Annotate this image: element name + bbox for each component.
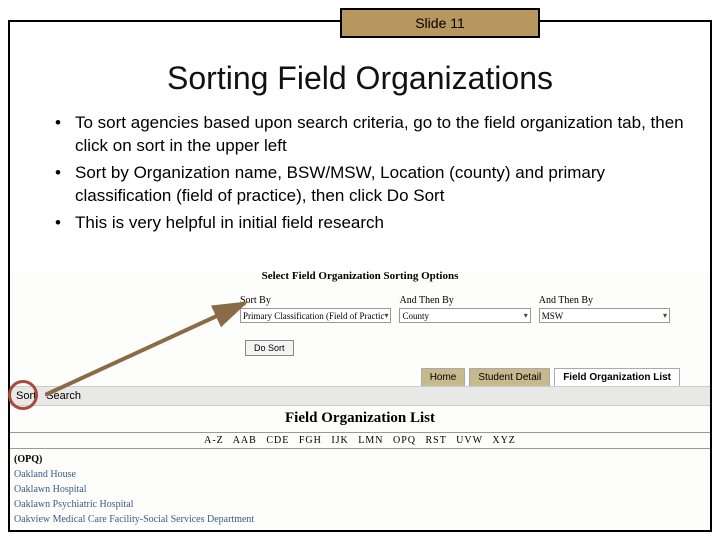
- org-group-label: (OPQ): [14, 452, 706, 467]
- embedded-screenshot: Select Field Organization Sorting Option…: [10, 270, 710, 530]
- tab-student-detail[interactable]: Student Detail: [469, 368, 550, 386]
- sort-panel-heading: Select Field Organization Sorting Option…: [10, 270, 710, 282]
- slide-number-box: Slide 11: [340, 8, 540, 38]
- sort-label-2: And Then By: [399, 295, 530, 306]
- sort-select-value: County: [402, 311, 429, 321]
- sort-controls-row: Sort By Primary Classification (Field of…: [240, 295, 670, 323]
- bullet-item: Sort by Organization name, BSW/MSW, Loca…: [55, 162, 695, 208]
- slide-number-text: Slide 11: [415, 15, 465, 31]
- slide-title: Sorting Field Organizations: [0, 60, 720, 97]
- sort-column-3: And Then By MSW: [539, 295, 670, 323]
- tab-field-org-list[interactable]: Field Organization List: [554, 368, 680, 386]
- org-link[interactable]: Oaklawn Psychiatric Hospital: [14, 497, 706, 512]
- bullet-item: This is very helpful in initial field re…: [55, 212, 695, 235]
- tab-bar: Home Student Detail Field Organization L…: [421, 368, 680, 386]
- org-link[interactable]: Oakland House: [14, 467, 706, 482]
- bullet-item: To sort agencies based upon search crite…: [55, 112, 695, 158]
- alpha-group-bar[interactable]: A-Z AAB CDE FGH IJK LMN OPQ RST UVW XYZ: [10, 432, 710, 449]
- sort-label-3: And Then By: [539, 295, 670, 306]
- sort-select-tertiary[interactable]: MSW: [539, 308, 670, 323]
- organization-list: (OPQ) Oakland House Oaklawn Hospital Oak…: [14, 452, 706, 527]
- tab-home[interactable]: Home: [421, 368, 466, 386]
- sort-select-value: MSW: [542, 311, 564, 321]
- list-heading: Field Organization List: [10, 410, 710, 427]
- sort-column-2: And Then By County: [399, 295, 530, 323]
- org-link[interactable]: Oakview Medical Care Facility-Social Ser…: [14, 512, 706, 527]
- org-link[interactable]: Oaklawn Hospital: [14, 482, 706, 497]
- pointer-arrow: [45, 295, 285, 400]
- sort-select-secondary[interactable]: County: [399, 308, 530, 323]
- highlight-circle: [8, 380, 38, 410]
- bullet-list: To sort agencies based upon search crite…: [55, 112, 695, 239]
